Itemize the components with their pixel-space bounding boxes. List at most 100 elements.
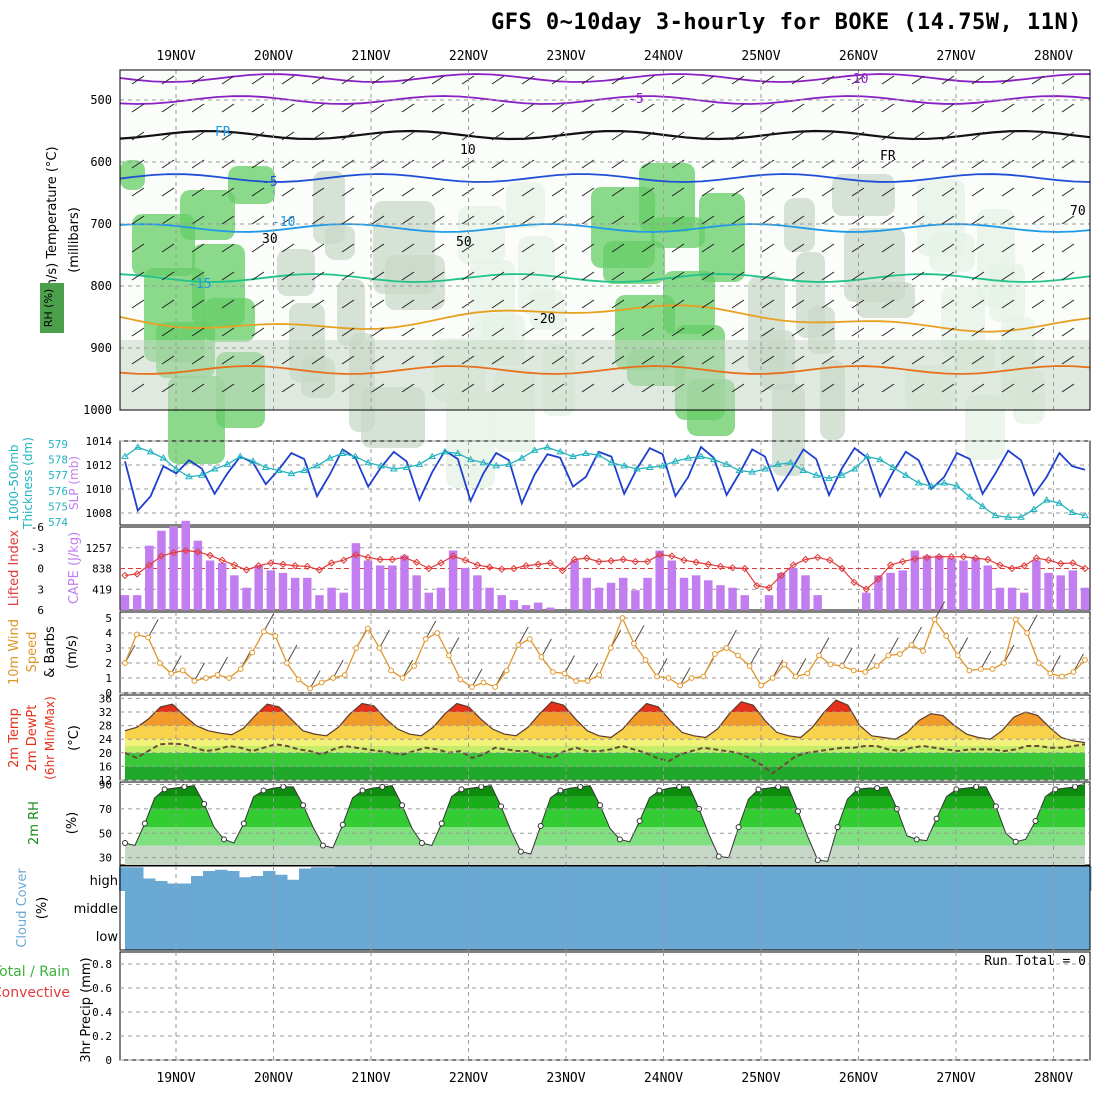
cape-bar [509,600,519,610]
li-point [947,553,956,561]
slp-tick: 1010 [86,483,113,496]
cape-bar [570,560,579,610]
wind-speed-point [411,663,418,669]
wind-barb [851,215,865,225]
wind-barb [911,103,925,113]
li-point [826,556,834,564]
wind-barb [881,75,895,85]
wind-barb [401,103,415,113]
wind-barb [311,383,325,393]
wind-speed-point [156,660,163,666]
wind-speed-point [642,657,649,663]
cape-bar [813,595,822,610]
wind-barb [431,215,445,225]
chart-title: GFS 0~10day 3-hourly for BOKE (14.75W, 1… [490,10,1082,35]
pressure-tick: 600 [90,155,112,169]
wind-speed-point [272,633,279,639]
li-point [534,560,542,569]
wind-speed-point [758,682,765,689]
cloud-high-bar [899,866,912,891]
rh-point [1032,818,1039,825]
day-label-bottom: 24NOV [644,1071,683,1086]
li-point [704,560,712,569]
wind-speed-point [978,666,984,672]
wind-barb [971,215,985,225]
cape-bar [606,582,616,610]
wind-barb [791,355,805,365]
wind-barb [581,271,595,281]
wind-barb [311,159,325,169]
wind-barb [551,187,565,197]
rh-point [122,840,128,847]
wind-barb [401,299,415,309]
wind-barb [401,327,415,337]
wind-barb [821,383,835,393]
wind-barb [131,131,145,141]
wind-barb [1031,103,1045,113]
wind-barb [521,215,535,225]
wind-barb [191,271,205,281]
rh-point [260,787,267,794]
thickness-point [594,451,603,458]
wind-barb [671,299,685,309]
cape-bar [497,595,506,610]
li-point [498,565,506,573]
slp-tick: 1014 [86,435,113,448]
thickness-tick: 577 [48,469,68,482]
wind-barb [791,187,805,197]
wind-barb [881,271,895,281]
wind-speed-point [827,661,834,668]
thickness-point [709,455,718,463]
cloud-high-bar [1067,866,1080,891]
rh-point [181,783,188,790]
li-point [935,553,943,561]
wind-barb [491,355,505,365]
wind-speed-point [295,676,302,683]
cloud-high-bar [767,866,780,891]
wind-speed-point [1001,660,1007,666]
wind-barb [761,187,775,197]
wind-barb [641,243,655,253]
wind-barb [971,243,985,253]
wind-barb [941,271,955,281]
wind-speed-point [700,673,707,680]
isotherm-label: 30 [262,232,278,247]
cape-bar [400,555,409,610]
rh-point [517,848,524,855]
day-label-bottom: 21NOV [351,1071,390,1086]
cloud-high-bar [587,866,600,891]
cape-bar [910,550,920,610]
wind-ylabel-4: (m/s) [65,635,80,669]
pressure-tick: 1000 [83,403,112,417]
temp-tick: 16 [99,760,112,773]
wind-barb [911,327,925,337]
wind-barb [941,299,955,309]
thickness-point [569,452,577,460]
thickness-point [210,465,219,472]
cape-bar [947,558,956,610]
rh-point [379,783,386,790]
wind-barb [491,75,505,85]
wind-barb [761,131,775,141]
wind-barb [761,159,775,169]
wind-barb [431,159,445,169]
wind-speed-point [330,675,337,681]
wind-barb [251,159,265,169]
cloud-high-bar [1019,866,1032,891]
wind-barb [341,75,355,85]
wind-speed-point [1070,669,1077,675]
rh-point [537,822,544,829]
wind-speed-point [434,630,441,636]
li-point [145,561,154,569]
wind-speed-point [133,631,140,638]
wind-barb [941,215,955,225]
wind-barb [731,243,745,253]
li-point [522,562,530,570]
temp-tick: 24 [99,733,113,746]
cape-bar [594,587,604,610]
wind-barb [1031,215,1045,225]
wind-barb [701,355,715,365]
wind-barb [581,355,595,365]
thickness-point [146,447,155,455]
wind-barb [911,75,925,85]
